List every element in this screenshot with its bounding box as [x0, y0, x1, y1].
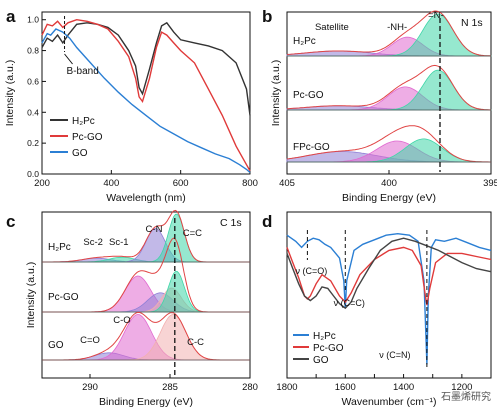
plot-frame-c: [41, 211, 251, 379]
sample-label-b: H₂Pc: [293, 36, 316, 47]
band-annotation-d: ν (C=N): [379, 350, 410, 360]
panel-letter-c: c: [6, 212, 15, 231]
peak-label-c: C-O: [113, 315, 130, 326]
x-tick-label-b: 400: [381, 178, 397, 189]
x-axis-label-a: Wavelength (nm): [106, 192, 186, 204]
sample-label-c: GO: [48, 340, 64, 351]
y-tick-label-a: 0.2: [27, 138, 39, 148]
y-tick-label-a: 1.0: [27, 15, 39, 25]
series-line-hpc: [41, 21, 251, 116]
envelope-line-b: [286, 10, 492, 57]
y-tick-label-a: 0.0: [27, 169, 39, 179]
sample-label-c: Pc-GO: [48, 292, 79, 303]
peak-label-c: C=C: [183, 228, 202, 239]
fit-component-c: [42, 314, 250, 361]
annotation-b-band: B-band: [67, 66, 99, 77]
x-tick-label-a: 200: [34, 178, 50, 189]
y-axis-label-b: Intensity (a.u.): [270, 60, 282, 127]
x-tick-label-a: 800: [242, 178, 258, 189]
x-axis-label-b: Binding Energy (eV): [342, 192, 436, 204]
legend-label-d: GO: [313, 355, 329, 366]
panel-letter-b: b: [262, 7, 272, 26]
panel-title-c: C 1s: [220, 217, 242, 229]
legend-label-a: H₂Pc: [72, 116, 95, 127]
x-tick-label-c: 280: [242, 382, 258, 393]
x-tick-label-b: 395: [483, 178, 497, 189]
x-tick-label-d: 1400: [393, 382, 414, 393]
plot-frame-a: [41, 11, 251, 175]
peak-label-b: -NH-: [387, 22, 407, 33]
band-annotation-d: ν (C=O): [296, 266, 328, 276]
legend-label-d: Pc-GO: [313, 343, 344, 354]
x-tick-label-d: 1600: [335, 382, 356, 393]
y-axis-label-c: Intensity (a.u.): [25, 262, 37, 329]
sample-label-b: Pc-GO: [293, 90, 324, 101]
x-tick-label-b: 405: [279, 178, 295, 189]
peak-label-c: Sc-1: [109, 237, 129, 248]
peak-label-c: C-N: [146, 224, 163, 235]
b-band-leader: [64, 53, 73, 65]
sample-label-c: H₂Pc: [48, 242, 71, 253]
y-axis-label-a: Intensity (a.u.): [4, 60, 16, 127]
peak-label-c: C-C: [187, 337, 204, 348]
panel-letter-d: d: [262, 212, 272, 231]
x-tick-label-c: 285: [162, 382, 178, 393]
sample-label-b: FPc-GO: [293, 142, 330, 153]
peak-label-b: =N-: [428, 10, 444, 21]
legend-label-d: H₂Pc: [313, 331, 336, 342]
y-tick-label-a: 0.6: [27, 76, 39, 86]
series-line-go: [286, 237, 492, 310]
x-tick-label-c: 290: [82, 382, 98, 393]
x-tick-label-a: 400: [103, 178, 119, 189]
legend-label-a: GO: [72, 148, 88, 159]
series-line-go: [41, 28, 251, 174]
legend-label-a: Pc-GO: [72, 132, 103, 143]
x-tick-label-d: 1200: [451, 382, 472, 393]
watermark: 石墨烯研究: [441, 392, 491, 403]
x-axis-label-d: Wavenumber (cm⁻¹): [342, 396, 437, 407]
peak-label-b: Satellite: [315, 22, 349, 33]
x-axis-label-c: Binding Energy (eV): [99, 396, 193, 407]
peak-label-c: Sc-2: [83, 237, 103, 248]
band-annotation-d: ν (C=C): [334, 298, 365, 308]
panel-title-b: N 1s: [461, 17, 483, 29]
series-line-pcgo: [286, 246, 492, 306]
series-line-pcgo: [41, 18, 251, 172]
series-line-hpc: [286, 232, 492, 365]
y-tick-label-a: 0.4: [27, 107, 39, 117]
envelope-line-b: [286, 64, 491, 111]
panel-letter-a: a: [6, 7, 16, 26]
y-tick-label-a: 0.8: [27, 46, 39, 56]
x-tick-label-a: 600: [173, 178, 189, 189]
x-tick-label-d: 1800: [276, 382, 297, 393]
plot-frame-d: [286, 211, 492, 379]
envelope-line-b: [286, 125, 491, 163]
peak-label-c: C=O: [80, 335, 100, 346]
